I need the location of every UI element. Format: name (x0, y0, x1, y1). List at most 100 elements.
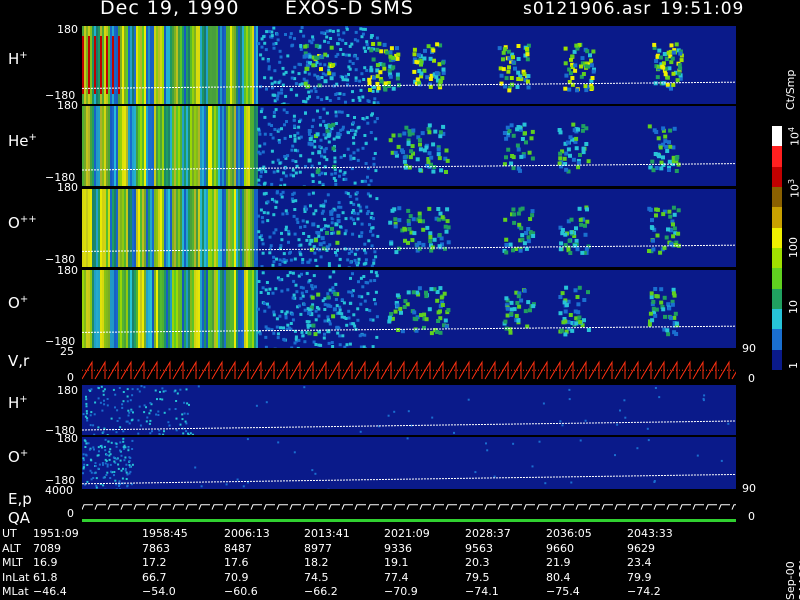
colorbar-segment (772, 227, 782, 248)
label-he-plus: He+ (8, 132, 37, 150)
colorbar-unit: Ct/Smp (784, 69, 797, 110)
colorbar-segment (772, 349, 782, 370)
table-cell: 2013:41 (304, 527, 350, 540)
table-cell: 9563 (465, 541, 493, 555)
panel-o-plus-2 (82, 437, 736, 489)
side-label: Sep-00 2AA32L (784, 557, 800, 600)
label-o-plus-2: O+ (8, 448, 29, 466)
table-cell: −46.4 (33, 585, 67, 598)
table-cell: −74.2 (627, 585, 661, 598)
rtick-vr-bot: 0 (748, 372, 755, 385)
table-cell: 2028:37 (465, 527, 511, 540)
label-vr: V,r (8, 352, 30, 370)
table-cell: 1951:09 (33, 527, 79, 540)
table-row-label: ALT (2, 541, 21, 555)
rtick-ep-bot: 0 (748, 510, 755, 523)
table-row-label: UT (2, 527, 17, 540)
ytick-o2-top: 180 (57, 432, 78, 445)
ytick-he-plus-top: 180 (57, 99, 78, 112)
panel-o-plus (82, 270, 736, 348)
table-cell: −74.1 (465, 585, 499, 598)
label-qa: QA (8, 509, 31, 527)
ytick-op-top: 180 (57, 264, 78, 277)
table-cell: 17.6 (224, 556, 249, 569)
table-row-label: InLat (2, 570, 30, 584)
panel-h-plus (82, 26, 736, 104)
ytick-opp-bot: −180 (45, 253, 76, 266)
ytick-o2-bot: −180 (45, 474, 76, 487)
table-cell: 8977 (304, 541, 332, 555)
panel-he-plus (82, 106, 736, 186)
table-cell: −66.2 (304, 585, 338, 598)
label-o-plus: O+ (8, 294, 29, 312)
colorbar-segment (772, 329, 782, 350)
panel-ep (82, 492, 736, 524)
table-row-label: MLat (2, 585, 29, 598)
ytick-vr-bot: 0 (67, 371, 74, 384)
table-cell: 17.2 (142, 556, 167, 569)
panel-vr (82, 351, 736, 383)
label-ep: E,p (8, 490, 32, 508)
table-cell: 74.5 (304, 570, 329, 584)
panel-h-plus-2 (82, 385, 736, 435)
colorbar-segment (772, 126, 782, 147)
table-cell: 2021:09 (384, 527, 430, 540)
rtick-vr-top: 90 (742, 342, 756, 355)
colorbar-segment (772, 268, 782, 289)
time-stamp: 19:51:09 (660, 0, 745, 19)
table-cell: 2006:13 (224, 527, 270, 540)
table-cell: 7089 (33, 541, 61, 555)
rtick-ep-top: 90 (742, 482, 756, 495)
table-cell: 7863 (142, 541, 170, 555)
colorbar-tick-1e4: 104 (787, 126, 800, 146)
table-cell: 18.2 (304, 556, 329, 569)
label-h-plus: H+ (8, 50, 28, 68)
table-cell: 9660 (546, 541, 574, 555)
colorbar-segment (772, 288, 782, 309)
table-cell: 1958:45 (142, 527, 188, 540)
colorbar-segment (772, 186, 782, 208)
table-cell: 2036:05 (546, 527, 592, 540)
table-cell: −75.4 (546, 585, 580, 598)
table-cell: 19.1 (384, 556, 409, 569)
label-o-plus-plus: O++ (8, 214, 37, 232)
colorbar-segment (772, 247, 782, 269)
colorbar (772, 126, 782, 370)
colorbar-segment (772, 146, 782, 167)
colorbar-tick-1e3: 103 (787, 178, 800, 198)
ytick-h-plus-top: 180 (57, 23, 78, 36)
table-cell: 21.9 (546, 556, 571, 569)
table-cell: −54.0 (142, 585, 176, 598)
table-cell: 23.4 (627, 556, 652, 569)
panel-o-plus-plus (82, 189, 736, 267)
colorbar-tick-1: 1 (787, 362, 800, 369)
ytick-h-plus-bot: −180 (45, 89, 76, 102)
table-cell: 61.8 (33, 570, 58, 584)
table-cell: 20.3 (465, 556, 490, 569)
ytick-h2-bot: −180 (45, 424, 76, 437)
table-cell: 8487 (224, 541, 252, 555)
ytick-h2-top: 180 (57, 384, 78, 397)
table-cell: 79.9 (627, 570, 652, 584)
ytick-ep-bot: 0 (67, 507, 74, 520)
mission-title: EXOS-D SMS (285, 0, 414, 19)
colorbar-segment (772, 166, 782, 187)
file-name: s0121906.asr (523, 0, 652, 19)
ytick-opp-top: 180 (57, 181, 78, 194)
colorbar-segment (772, 207, 782, 228)
date-title: Dec 19, 1990 (100, 0, 240, 19)
table-cell: 77.4 (384, 570, 409, 584)
table-cell: 79.5 (465, 570, 490, 584)
colorbar-segment (772, 308, 782, 330)
ytick-op-bot: −180 (45, 335, 76, 348)
table-row-label: MLT (2, 556, 23, 569)
label-h-plus-2: H+ (8, 394, 28, 412)
table-cell: 16.9 (33, 556, 58, 569)
table-cell: −60.6 (224, 585, 258, 598)
colorbar-tick-100: 100 (787, 237, 800, 258)
table-cell: 80.4 (546, 570, 571, 584)
table-cell: −70.9 (384, 585, 418, 598)
ytick-vr-top: 25 (60, 345, 74, 358)
ytick-he-plus-bot: −180 (45, 171, 76, 184)
colorbar-tick-10: 10 (787, 300, 800, 314)
